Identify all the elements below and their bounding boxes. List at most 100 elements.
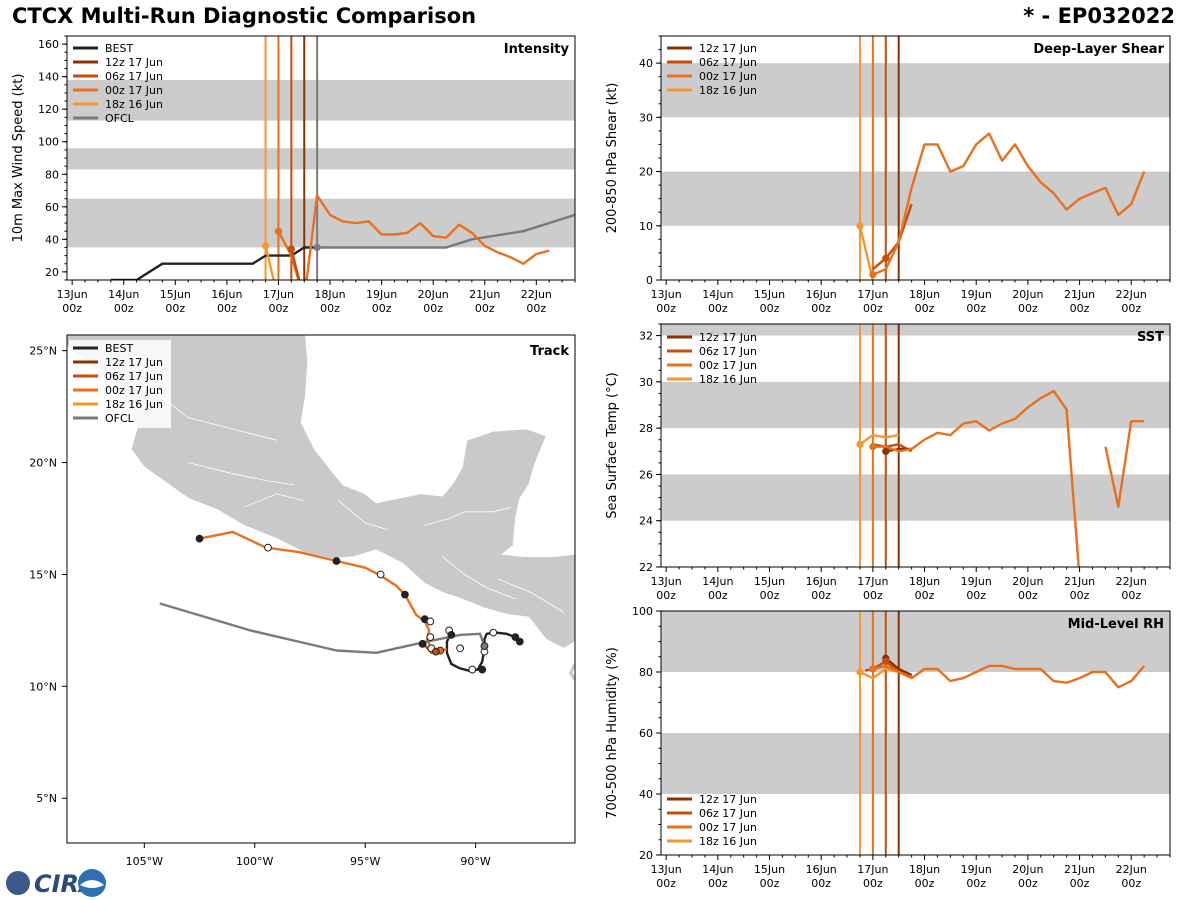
- x-tick-day: 19Jun: [961, 863, 992, 876]
- series-marker-r00z17: [869, 443, 877, 451]
- x-tick-hour: 00z: [966, 589, 986, 602]
- track-plot-area: [67, 335, 575, 681]
- x-tick-hour: 00z: [1070, 877, 1090, 890]
- track-position-marker: [376, 570, 385, 579]
- x-tick-day: 15Jun: [754, 575, 785, 588]
- state-border: [424, 511, 465, 526]
- landmass-mexico-central-america: [67, 335, 575, 649]
- x-tick-day: 18Jun: [909, 863, 940, 876]
- state-border: [188, 462, 295, 486]
- x-tick-hour: 00z: [656, 589, 676, 602]
- x-tick-day: 16Jun: [211, 288, 242, 301]
- series-line-r06z17: [290, 248, 301, 280]
- x-tick-hour: 00z: [1018, 877, 1038, 890]
- intensity-panel: 2040608010012014016013Jun00z14Jun00z15Ju…: [11, 35, 576, 315]
- track-legend-label: OFCL: [105, 412, 135, 425]
- sst-legend-label: 06z 17 Jun: [699, 345, 757, 358]
- x-tick-day: 22Jun: [1116, 288, 1147, 301]
- x-tick-day: 22Jun: [1116, 863, 1147, 876]
- x-tick-hour: 00z: [811, 877, 831, 890]
- x-tick-hour: 00z: [1070, 302, 1090, 315]
- shaded-band: [661, 474, 1170, 521]
- x-tick-hour: 00z: [165, 302, 185, 315]
- x-tick-day: 14Jun: [702, 863, 733, 876]
- track-frame: [66, 334, 576, 844]
- x-tick-hour: 00z: [811, 302, 831, 315]
- intensity-legend-label: OFCL: [105, 112, 135, 125]
- rh-ylabel: 700-500 hPa Humidity (%): [605, 647, 620, 819]
- track-y-tick-label: 20°N: [29, 457, 57, 470]
- shear-legend-label: 18z 16 Jun: [699, 84, 757, 97]
- x-tick-hour: 00z: [217, 302, 237, 315]
- x-tick-day: 19Jun: [366, 288, 397, 301]
- x-tick-day: 13Jun: [651, 863, 682, 876]
- shear-legend-label: 06z 17 Jun: [699, 56, 757, 69]
- x-tick-hour: 00z: [863, 877, 883, 890]
- series-line-r18z16: [859, 433, 899, 446]
- x-tick-hour: 00z: [1070, 589, 1090, 602]
- x-tick-day: 16Jun: [806, 575, 837, 588]
- track-x-tick-label: 105°W: [126, 855, 163, 868]
- cira-globe-icon: [6, 871, 30, 895]
- series-marker-ofcl: [313, 243, 321, 252]
- shaded-band: [661, 611, 1170, 672]
- cira-logo: CIRA: [6, 869, 106, 898]
- x-tick-day: 22Jun: [1116, 575, 1147, 588]
- x-tick-day: 19Jun: [961, 288, 992, 301]
- state-border: [442, 556, 516, 600]
- x-tick-day: 14Jun: [702, 288, 733, 301]
- storm-id: * - EP032022: [1023, 4, 1175, 28]
- x-tick-day: 21Jun: [469, 288, 500, 301]
- track-y-tick-label: 5°N: [36, 792, 57, 805]
- series-marker-r18z16: [856, 440, 864, 448]
- shaded-band: [661, 381, 1170, 429]
- x-tick-hour: 00z: [915, 877, 935, 890]
- series-line-r06z17: [872, 203, 913, 271]
- y-tick-label: 10: [639, 220, 653, 233]
- track-line-best: [445, 631, 521, 672]
- x-tick-hour: 00z: [863, 589, 883, 602]
- x-tick-day: 17Jun: [857, 575, 888, 588]
- x-tick-day: 22Jun: [521, 288, 552, 301]
- track-position-marker: [418, 639, 427, 648]
- intensity-ylabel: 10m Max Wind Speed (kt): [11, 74, 26, 243]
- y-tick-label: 80: [639, 666, 653, 679]
- x-tick-day: 18Jun: [909, 575, 940, 588]
- y-tick-label: 60: [639, 727, 653, 740]
- track-position-marker: [478, 665, 487, 674]
- x-tick-hour: 00z: [423, 302, 443, 315]
- rh-legend-label: 00z 17 Jun: [699, 821, 757, 834]
- x-tick-hour: 00z: [269, 302, 289, 315]
- x-tick-day: 15Jun: [754, 863, 785, 876]
- track-line-r00z17: [199, 530, 448, 652]
- track-position-marker: [489, 628, 498, 637]
- x-tick-hour: 00z: [1018, 302, 1038, 315]
- x-tick-hour: 00z: [811, 589, 831, 602]
- sst-plot-area: [661, 324, 1170, 567]
- track-position-marker: [515, 637, 524, 646]
- x-tick-day: 13Jun: [651, 288, 682, 301]
- shaded-band: [661, 171, 1170, 226]
- rh-legend-label: 06z 17 Jun: [699, 807, 757, 820]
- x-tick-hour: 00z: [863, 302, 883, 315]
- intensity-legend-label: 00z 17 Jun: [105, 84, 163, 97]
- track-legend-label: 06z 17 Jun: [105, 370, 163, 383]
- x-tick-day: 15Jun: [160, 288, 191, 301]
- shear-ylabel: 200-850 hPa Shear (kt): [605, 83, 620, 234]
- rh-panel: 2040608010013Jun00z14Jun00z15Jun00z16Jun…: [605, 605, 1171, 890]
- track-position-marker: [401, 590, 409, 599]
- series-line-ofcl: [317, 213, 575, 249]
- shaded-band: [67, 148, 575, 170]
- intensity-legend-label: 18z 16 Jun: [105, 98, 163, 111]
- track-position-marker: [447, 630, 456, 639]
- sst-ylabel: Sea Surface Temp (°C): [605, 372, 620, 519]
- series-line-r00z17: [1104, 420, 1145, 508]
- series-line-r18z16: [264, 245, 275, 280]
- shaded-band: [661, 324, 1170, 336]
- track-position-marker: [195, 534, 204, 543]
- shear-plot-area: [661, 36, 1170, 280]
- track-position-marker: [264, 543, 272, 552]
- x-tick-hour: 00z: [1121, 302, 1141, 315]
- y-tick-label: 160: [38, 38, 59, 51]
- track-position-marker: [426, 617, 435, 626]
